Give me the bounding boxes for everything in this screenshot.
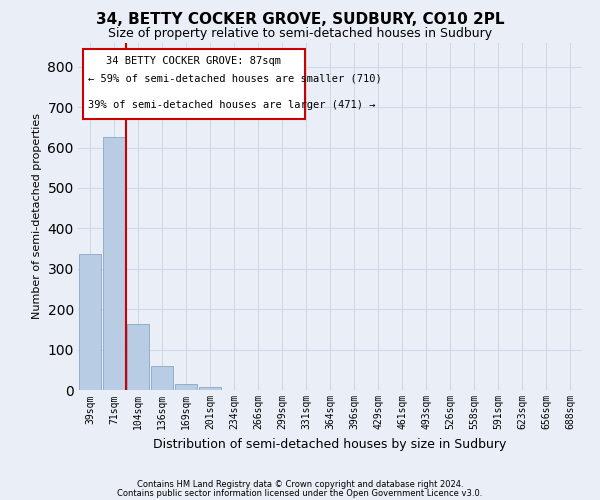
Text: 34 BETTY COCKER GROVE: 87sqm: 34 BETTY COCKER GROVE: 87sqm — [106, 56, 281, 66]
Text: Contains HM Land Registry data © Crown copyright and database right 2024.: Contains HM Land Registry data © Crown c… — [137, 480, 463, 489]
Y-axis label: Number of semi-detached properties: Number of semi-detached properties — [32, 114, 42, 320]
Text: 34, BETTY COCKER GROVE, SUDBURY, CO10 2PL: 34, BETTY COCKER GROVE, SUDBURY, CO10 2P… — [96, 12, 504, 28]
Bar — [127, 324, 149, 390]
Bar — [103, 138, 125, 390]
Bar — [79, 254, 101, 390]
FancyBboxPatch shape — [83, 50, 305, 119]
X-axis label: Distribution of semi-detached houses by size in Sudbury: Distribution of semi-detached houses by … — [154, 438, 506, 451]
Bar — [175, 384, 197, 390]
Text: ← 59% of semi-detached houses are smaller (710): ← 59% of semi-detached houses are smalle… — [88, 74, 382, 84]
Text: Contains public sector information licensed under the Open Government Licence v3: Contains public sector information licen… — [118, 488, 482, 498]
Text: Size of property relative to semi-detached houses in Sudbury: Size of property relative to semi-detach… — [108, 28, 492, 40]
Text: 39% of semi-detached houses are larger (471) →: 39% of semi-detached houses are larger (… — [88, 100, 376, 110]
Bar — [199, 387, 221, 390]
Bar — [151, 366, 173, 390]
